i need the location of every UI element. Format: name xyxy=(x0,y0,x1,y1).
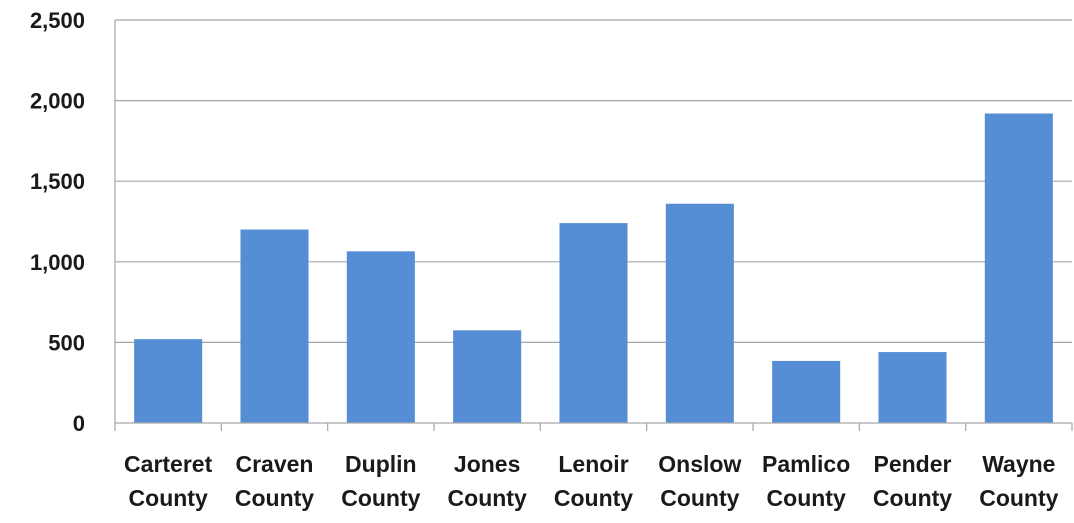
x-tick-label: Wayne County xyxy=(979,451,1058,511)
bar xyxy=(453,330,522,423)
x-tick-label: Pender County xyxy=(873,451,952,511)
y-axis-tick-labels: 0 500 1,000 1,500 2,000 2,500 xyxy=(30,8,85,436)
bar xyxy=(240,229,309,423)
bar xyxy=(772,360,841,423)
bar xyxy=(346,251,415,423)
x-tick-label: Lenoir County xyxy=(554,451,633,511)
bar xyxy=(134,339,203,423)
bar xyxy=(559,223,628,423)
bar xyxy=(984,113,1053,423)
y-tick-label: 0 xyxy=(73,411,85,436)
x-tick-label: Craven County xyxy=(235,451,314,511)
x-tick-label: Carteret County xyxy=(124,451,213,511)
x-tick-label: Pamlico County xyxy=(762,451,850,511)
axes xyxy=(114,20,1073,431)
bar xyxy=(665,203,734,423)
y-tick-label: 2,000 xyxy=(30,89,85,114)
y-tick-label: 2,500 xyxy=(30,8,85,33)
bar xyxy=(878,352,947,423)
y-tick-label: 1,500 xyxy=(30,169,85,194)
x-tick-label: Jones County xyxy=(448,451,527,511)
x-tick-label: Onslow County xyxy=(658,451,741,511)
y-tick-label: 500 xyxy=(48,330,85,355)
y-tick-label: 1,000 xyxy=(30,250,85,275)
x-axis-tick-labels: Carteret County Craven County Duplin County Jo… xyxy=(124,451,1059,511)
x-tick-label: Duplin County xyxy=(341,451,420,511)
bars xyxy=(134,113,1053,423)
